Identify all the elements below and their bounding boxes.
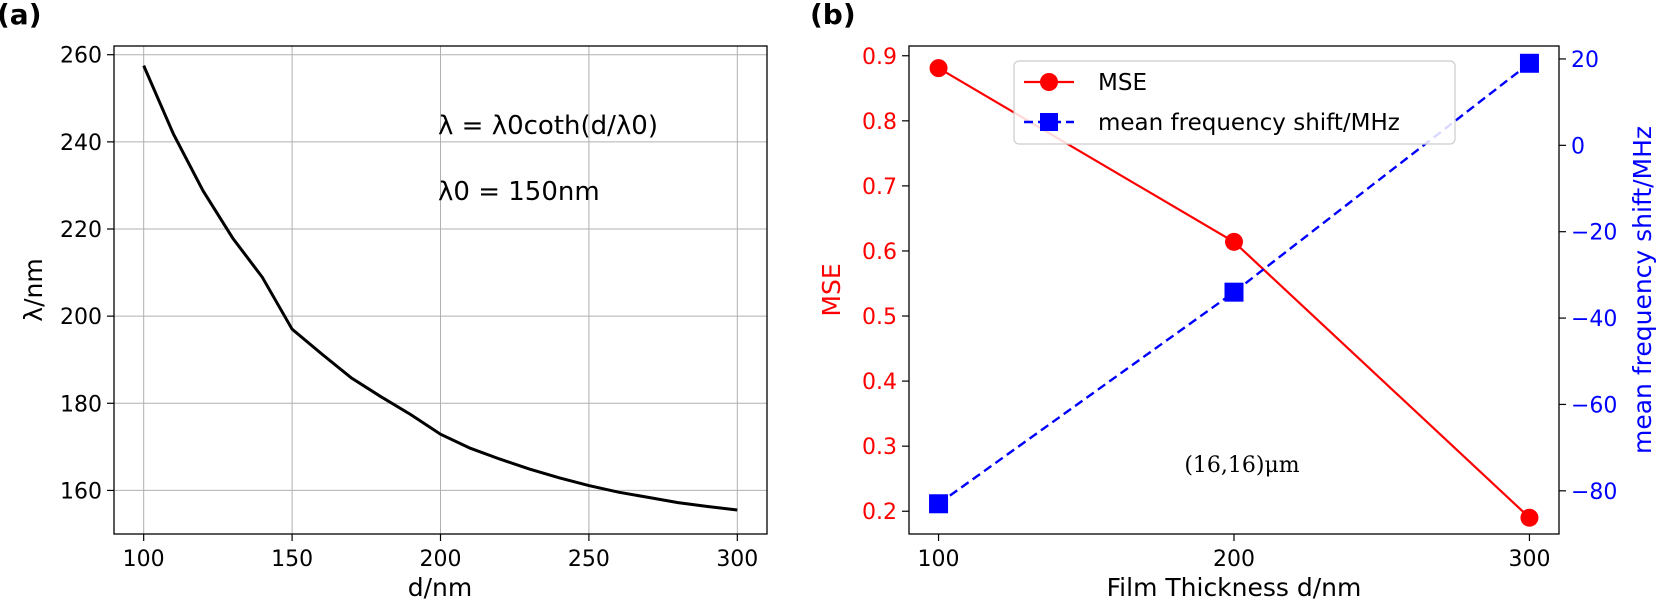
legend-box	[1013, 60, 1456, 145]
panel-b-mse-points	[929, 59, 1539, 527]
y-tick-label: 220	[60, 218, 102, 243]
y-left-tick-label: 0.3	[862, 435, 897, 460]
y-left-tick-label: 0.7	[862, 175, 897, 200]
panel-a: (a) 100 150 200 250 300 160 180 200 220 240 260 d…	[0, 0, 768, 601]
y-tick-label: 200	[60, 305, 102, 330]
x-tick-label: 250	[568, 547, 610, 572]
panel-a-yticks: 160 180 200 220 240 260	[60, 44, 114, 504]
shift-point	[1519, 53, 1539, 73]
x-tick-label: 300	[716, 547, 758, 572]
panel-b-xlabel: Film Thickness d/nm	[1107, 573, 1362, 601]
panel-a-formula: λ = λ0coth(d/λ0)	[438, 111, 658, 141]
mse-point	[1520, 508, 1539, 527]
mse-point	[929, 59, 948, 78]
y-right-tick-label: −20	[1571, 221, 1617, 246]
y-tick-label: 260	[60, 44, 102, 69]
y-left-tick-label: 0.6	[862, 240, 897, 265]
panel-a-grid	[114, 46, 767, 534]
panel-b-ylabel-right: mean frequency shift/MHz	[1628, 126, 1657, 454]
x-tick-label: 200	[1213, 547, 1255, 572]
legend-shift-marker	[1040, 113, 1058, 131]
y-left-tick-label: 0.9	[862, 45, 897, 70]
panel-b-annotation: (16,16)μm	[1184, 453, 1299, 478]
y-left-tick-label: 0.5	[862, 305, 897, 330]
x-tick-label: 100	[918, 547, 960, 572]
shift-point	[1224, 282, 1244, 302]
mse-point	[1225, 232, 1243, 251]
x-tick-label: 200	[420, 547, 462, 572]
y-right-tick-label: −40	[1571, 307, 1617, 332]
panel-b-yticks-left: 0.2 0.3 0.4 0.5 0.6 0.7 0.8 0.9	[862, 45, 909, 525]
x-tick-label: 300	[1508, 547, 1550, 572]
panel-a-label: (a)	[0, 0, 42, 31]
y-left-tick-label: 0.8	[862, 110, 897, 135]
x-tick-label: 100	[123, 547, 165, 572]
y-right-tick-label: −80	[1571, 480, 1617, 505]
panel-a-lambda0: λ0 = 150nm	[438, 177, 600, 207]
x-tick-label: 150	[271, 547, 313, 572]
panel-a-xticks: 100 150 200 250 300	[123, 534, 758, 572]
legend-shift-label: mean frequency shift/MHz	[1098, 110, 1400, 136]
y-right-tick-label: 0	[1571, 134, 1585, 159]
panel-b-legend: MSE mean frequency shift/MHz	[1013, 60, 1456, 145]
y-tick-label: 160	[60, 479, 102, 504]
panel-a-xlabel: d/nm	[408, 573, 473, 601]
legend-mse-label: MSE	[1098, 70, 1147, 96]
y-left-tick-label: 0.4	[862, 370, 897, 395]
legend-mse-marker	[1040, 73, 1058, 91]
panel-a-curve	[142, 65, 738, 512]
panel-b-ylabel-left: MSE	[817, 263, 846, 316]
y-right-tick-label: 20	[1571, 48, 1599, 73]
panel-b-shift-points	[929, 53, 1539, 514]
panel-a-ylabel: λ/nm	[19, 258, 48, 321]
panel-b-xticks: 100 200 300	[918, 534, 1550, 572]
panel-b: (b) 100 200 300 0.20.30.40.50.60.70.80.9 −…	[810, 0, 1657, 601]
panel-b-label: (b)	[810, 0, 856, 31]
panel-b-yticks-right: −80 −60 −40 −20 0 20	[1559, 48, 1617, 505]
y-left-tick-label: 0.2	[862, 500, 897, 525]
shift-point	[929, 494, 949, 514]
y-tick-label: 180	[60, 392, 102, 417]
y-tick-label: 240	[60, 131, 102, 156]
y-right-tick-label: −60	[1571, 393, 1617, 418]
